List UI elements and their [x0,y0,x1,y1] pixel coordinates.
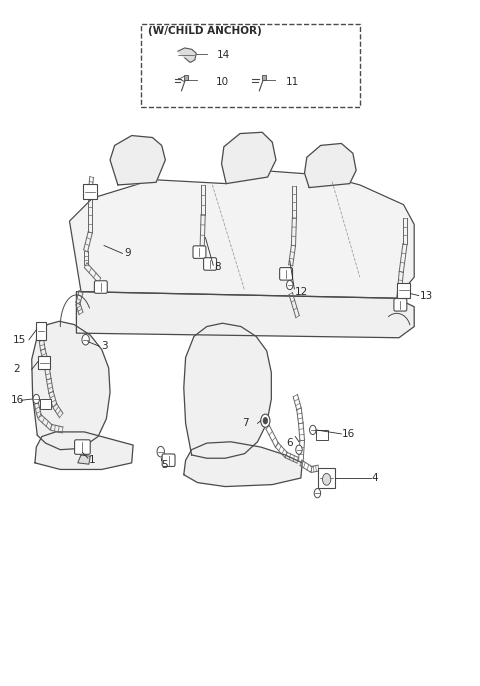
Text: 15: 15 [13,335,26,344]
Polygon shape [110,136,165,185]
Text: 3: 3 [101,342,108,351]
Text: 6: 6 [287,438,293,448]
FancyBboxPatch shape [38,356,50,369]
FancyBboxPatch shape [36,322,46,340]
Text: 2: 2 [13,364,20,375]
Text: 9: 9 [124,248,131,259]
FancyBboxPatch shape [394,298,407,311]
Text: (W/CHILD ANCHOR): (W/CHILD ANCHOR) [148,26,262,36]
Text: 10: 10 [216,78,229,87]
FancyBboxPatch shape [40,399,51,409]
FancyBboxPatch shape [204,258,216,270]
Circle shape [287,281,293,289]
Text: 13: 13 [420,291,433,300]
Polygon shape [304,143,356,187]
Circle shape [310,425,316,434]
Polygon shape [78,455,90,464]
FancyBboxPatch shape [316,430,327,440]
Circle shape [263,417,268,424]
Text: 16: 16 [342,429,356,439]
Polygon shape [178,48,196,62]
FancyBboxPatch shape [141,23,360,107]
Circle shape [33,394,39,403]
Polygon shape [222,132,276,184]
FancyBboxPatch shape [74,440,90,454]
FancyBboxPatch shape [84,185,97,199]
Text: 14: 14 [217,49,230,60]
Circle shape [323,473,331,485]
Text: 4: 4 [372,473,378,483]
Text: 5: 5 [162,460,168,470]
FancyBboxPatch shape [193,246,206,259]
Text: 1: 1 [89,456,96,465]
FancyBboxPatch shape [396,283,410,298]
Polygon shape [71,172,413,297]
Polygon shape [184,323,271,458]
Circle shape [261,414,270,427]
Text: 16: 16 [11,395,24,405]
Polygon shape [32,321,110,450]
Text: 12: 12 [295,287,309,296]
Circle shape [157,447,165,457]
Circle shape [82,335,89,345]
FancyBboxPatch shape [162,454,175,466]
Polygon shape [35,432,133,469]
FancyBboxPatch shape [280,268,292,280]
Text: 8: 8 [215,261,221,272]
Text: 7: 7 [242,418,249,428]
FancyBboxPatch shape [95,281,108,294]
Polygon shape [76,292,414,338]
FancyBboxPatch shape [318,468,335,488]
Circle shape [314,488,321,498]
FancyBboxPatch shape [184,75,188,80]
Circle shape [296,445,302,454]
Polygon shape [184,442,302,486]
FancyBboxPatch shape [262,75,266,80]
Text: 11: 11 [286,78,300,87]
